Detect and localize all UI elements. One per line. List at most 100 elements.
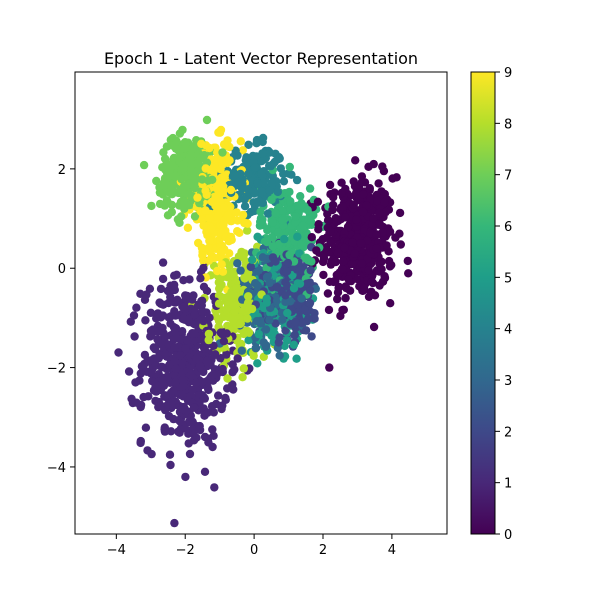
scatter-point: [180, 204, 189, 213]
scatter-point: [291, 212, 300, 221]
scatter-point: [198, 307, 207, 316]
scatter-point: [273, 228, 283, 237]
scatter-point: [217, 404, 226, 414]
scatter-point: [297, 240, 306, 249]
scatter-point: [325, 180, 335, 190]
scatter-point: [198, 296, 207, 305]
scatter-point: [193, 159, 203, 168]
scatter-point: [129, 311, 139, 320]
scatter-point: [376, 220, 385, 230]
scatter-point: [304, 314, 313, 323]
scatter-point: [259, 338, 268, 347]
scatter-point: [290, 330, 299, 340]
y-axis: −4 −2 0 2: [47, 163, 75, 476]
scatter-point: [198, 175, 207, 184]
scatter-point: [286, 297, 295, 306]
scatter-point: [385, 262, 395, 271]
scatter-point: [256, 217, 265, 227]
scatter-point: [199, 263, 208, 273]
colorbar: [470, 71, 496, 535]
scatter-point: [306, 266, 315, 275]
scatter-point: [166, 460, 175, 470]
scatter-point: [281, 326, 290, 335]
scatter-point: [307, 257, 316, 266]
scatter-point: [183, 223, 193, 232]
scatter-point: [343, 223, 353, 232]
scatter-point: [211, 350, 220, 359]
scatter-point: [132, 303, 141, 312]
scatter-point: [177, 175, 186, 184]
scatter-point: [130, 332, 139, 341]
scatter-point: [243, 314, 252, 323]
scatter-point: [263, 226, 272, 235]
scatter-point: [147, 330, 156, 339]
scatter-point: [170, 271, 179, 280]
scatter-point: [262, 298, 271, 307]
scatter-point: [279, 177, 289, 186]
scatter-point: [208, 370, 218, 379]
scatter-point: [238, 146, 247, 155]
scatter-point: [197, 243, 207, 252]
scatter-point: [274, 338, 283, 347]
colorbar-tick-label: 3: [504, 374, 512, 389]
scatter-point: [227, 235, 236, 245]
scatter-point: [283, 282, 292, 291]
scatter-point: [271, 209, 280, 218]
scatter-point: [297, 294, 306, 303]
scatter-point: [243, 185, 252, 194]
scatter-point: [154, 354, 163, 363]
scatter-point: [295, 266, 305, 275]
scatter-point: [253, 232, 262, 241]
scatter-point: [314, 225, 323, 234]
scatter-point: [166, 312, 176, 321]
colorbar-tick-label: 4: [504, 323, 512, 338]
y-tick-label: 2: [58, 163, 66, 178]
scatter-point: [205, 143, 214, 153]
scatter-point: [283, 308, 292, 318]
scatter-point: [243, 298, 253, 307]
scatter-point: [163, 286, 173, 296]
scatter-point: [171, 324, 181, 333]
scatter-point: [175, 129, 185, 138]
scatter-point: [147, 449, 156, 459]
scatter-point: [358, 207, 368, 217]
scatter-point: [147, 369, 156, 378]
scatter-point: [282, 267, 292, 276]
colorbar-tick-label: 6: [504, 220, 512, 235]
scatter-point: [252, 317, 261, 326]
scatter-point: [253, 281, 262, 290]
scatter-point: [139, 160, 149, 170]
scatter-point: [240, 195, 249, 204]
scatter-point: [291, 317, 300, 327]
scatter-point: [233, 259, 242, 268]
scatter-point: [232, 284, 241, 293]
scatter-point: [157, 363, 166, 372]
scatter-point: [155, 188, 165, 197]
scatter-point: [136, 369, 145, 378]
scatter-point: [214, 299, 224, 308]
scatter-point: [140, 295, 150, 304]
scatter-point: [292, 175, 302, 185]
scatter-point: [212, 399, 221, 409]
scatter-point: [347, 259, 357, 269]
scatter-point: [188, 417, 197, 426]
scatter-point: [258, 149, 267, 158]
y-tick-label: −4: [47, 461, 66, 476]
scatter-point: [213, 154, 222, 163]
scatter-point: [158, 163, 167, 172]
scatter-point: [313, 197, 323, 206]
scatter-point: [325, 363, 334, 372]
scatter-point: [230, 365, 239, 374]
scatter-point: [185, 449, 195, 459]
scatter-point: [226, 185, 236, 195]
scatter-point: [178, 375, 188, 385]
scatter-point: [136, 436, 145, 446]
scatter-point: [153, 309, 163, 318]
scatter-point: [165, 450, 175, 459]
scatter-point: [218, 186, 227, 196]
scatter-point: [268, 242, 277, 251]
scatter-point: [267, 195, 276, 204]
scatter-point: [362, 201, 371, 210]
scatter-point: [200, 432, 210, 442]
scatter-point: [148, 376, 157, 386]
